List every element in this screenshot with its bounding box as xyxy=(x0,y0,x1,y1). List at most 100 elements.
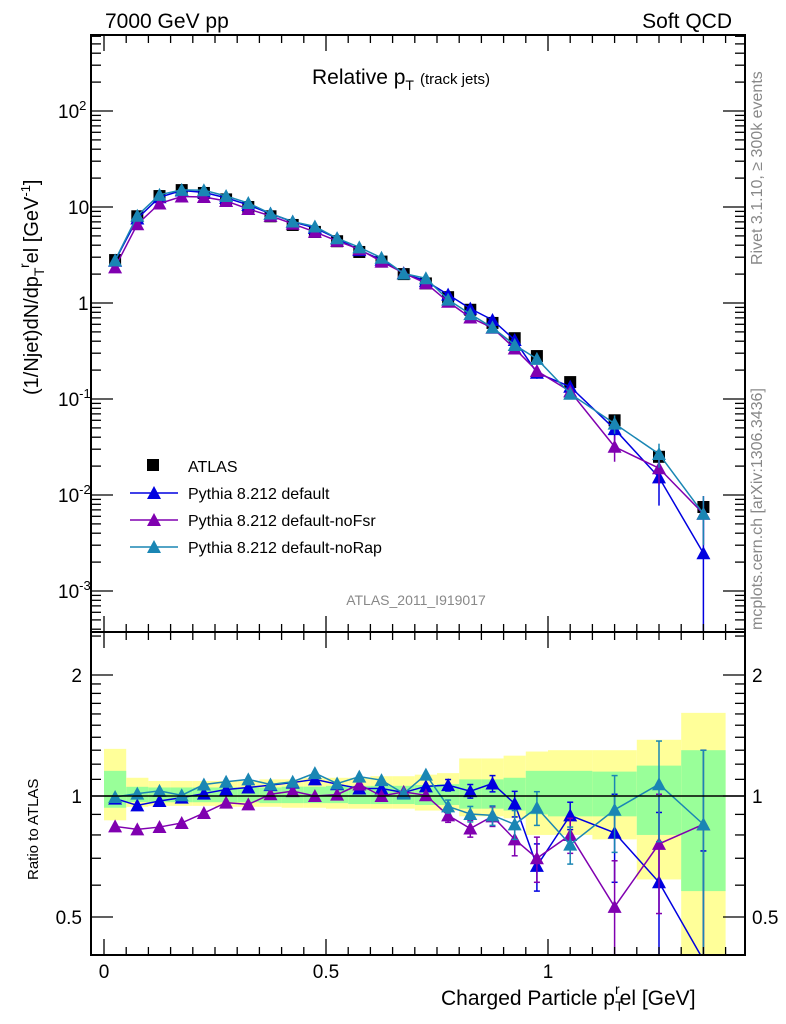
noFsr-point-ratio xyxy=(285,784,300,798)
noRap-point-upper xyxy=(529,351,544,365)
default-point-ratio xyxy=(374,781,389,795)
noRap-point-ratio xyxy=(152,783,167,797)
y-tick-label: 10-1 xyxy=(58,386,91,411)
noFsr-point-upper xyxy=(607,439,622,453)
uncertainty-band-inner xyxy=(104,770,127,808)
noFsr-point-upper xyxy=(152,196,167,210)
mcplots-label: mcplots.cern.ch [arXiv:1306.3436] xyxy=(749,388,766,630)
legend-atlas-label: ATLAS xyxy=(188,459,238,476)
noRap-point-upper xyxy=(152,187,167,201)
default-point-ratio xyxy=(130,798,145,812)
noRap-point-ratio xyxy=(563,837,578,851)
x-tick-label: 0.5 xyxy=(313,962,339,983)
rivet-label: Rivet 3.1.10, ≥ 300k events xyxy=(749,71,766,265)
legend-atlas-marker xyxy=(147,459,159,471)
default-point-ratio xyxy=(441,778,456,792)
noFsr-point-ratio xyxy=(607,899,622,913)
noRap-point-ratio xyxy=(652,777,666,791)
plot-title: Relative pT (track jets) xyxy=(312,66,490,93)
noFsr-point-ratio xyxy=(330,787,345,801)
noFsr-point-ratio xyxy=(352,777,367,791)
noFsr-point-ratio xyxy=(108,819,123,833)
noRap-point-upper xyxy=(352,240,367,254)
ratio-y-tick-label: 0.5 xyxy=(752,908,778,929)
header-left: 7000 GeV pp xyxy=(105,10,229,33)
noRap-point-upper xyxy=(130,208,145,222)
default-point-ratio xyxy=(241,780,256,794)
noRap-point-upper xyxy=(108,253,123,267)
ratio-y-label: Ratio to ATLAS xyxy=(25,779,42,880)
noRap-point-ratio xyxy=(307,766,322,780)
y-axis-label: (1/Njet)dN/dpTrel [GeV-1] xyxy=(16,180,47,395)
noRap-point-upper xyxy=(241,196,256,210)
noFsr-point-upper xyxy=(174,189,189,203)
legend-default-marker xyxy=(147,486,161,499)
noFsr-point-ratio xyxy=(196,806,211,820)
noRap-point-upper xyxy=(396,266,411,280)
ratio-y-tick-label: 0.5 xyxy=(56,908,82,929)
noRap-point-upper xyxy=(463,307,478,321)
noFsr-point-ratio xyxy=(418,788,433,802)
noRap-point-upper xyxy=(563,386,578,400)
noFsr-point-ratio xyxy=(441,808,456,822)
noRap-point-ratio xyxy=(196,777,211,791)
noRap-point-ratio xyxy=(696,817,711,831)
legend-norap-label: Pythia 8.212 default-noRap xyxy=(188,540,382,557)
noRap-point-ratio xyxy=(352,769,367,783)
noRap-point-ratio xyxy=(263,777,278,791)
noFsr-point-ratio xyxy=(241,797,256,811)
legend-norap: Pythia 8.212 default-noRap xyxy=(130,540,382,557)
noRap-point-ratio xyxy=(374,773,389,787)
noRap-point-upper xyxy=(418,271,433,285)
x-axis-label: Charged Particle pTrel [GeV] xyxy=(441,981,696,1014)
noRap-point-ratio xyxy=(463,807,478,821)
noFsr-point-ratio xyxy=(174,815,189,829)
noRap-point-ratio xyxy=(529,800,544,814)
noFsr-point-upper xyxy=(652,461,666,475)
legend-default-label: Pythia 8.212 default xyxy=(188,486,330,503)
analysis-watermark: ATLAS_2011_I919017 xyxy=(346,592,486,608)
noFsr-point-ratio xyxy=(219,795,234,809)
noRap-point-upper xyxy=(696,506,711,520)
default-point-ratio xyxy=(219,782,234,796)
y-tick-label: 10-3 xyxy=(58,578,91,603)
noRap-point-upper xyxy=(307,219,322,233)
legend-nofsr-label: Pythia 8.212 default-noFsr xyxy=(188,513,376,530)
default-point-ratio xyxy=(485,776,500,790)
noRap-point-ratio xyxy=(607,802,622,816)
noRap-point-upper xyxy=(330,231,345,245)
noRap-point-ratio xyxy=(285,774,300,788)
default-point-ratio xyxy=(563,808,578,822)
legend-default: Pythia 8.212 default xyxy=(130,486,330,503)
default-point-ratio xyxy=(463,784,478,798)
legend-norap-marker xyxy=(147,540,161,553)
ratio-y-tick-label: 1 xyxy=(752,787,763,808)
default-point-ratio xyxy=(152,793,167,807)
noRap-point-upper xyxy=(374,250,389,264)
ratio-y-tick-label: 1 xyxy=(71,787,82,808)
y-tick-label: 102 xyxy=(58,98,86,123)
noFsr-point-upper xyxy=(130,217,145,231)
noFsr-point-ratio xyxy=(263,787,278,801)
legend: ATLAS Pythia 8.212 default Pythia 8.212 … xyxy=(130,459,382,557)
default-point-ratio xyxy=(418,779,433,793)
default-point-ratio xyxy=(507,796,522,810)
noRap-point-upper xyxy=(652,446,666,460)
y-tick-label: 1 xyxy=(78,294,89,315)
noRap-point-upper xyxy=(485,320,500,334)
noFsr-point-upper xyxy=(196,190,211,204)
noFsr-point-upper xyxy=(108,260,123,274)
noRap-point-upper xyxy=(174,182,189,196)
x-tick-label: 0 xyxy=(99,962,110,983)
default-point-upper xyxy=(696,546,711,560)
header-right: Soft QCD xyxy=(642,10,732,33)
noRap-point-upper xyxy=(441,292,456,306)
noFsr-point-ratio xyxy=(529,851,544,865)
noRap-point-ratio xyxy=(241,772,256,786)
noRap-point-upper xyxy=(196,183,211,197)
noFsr-point-ratio xyxy=(652,836,666,850)
uncertainty-band-inner xyxy=(481,779,504,809)
y-tick-label: 10 xyxy=(68,198,89,219)
legend-nofsr: Pythia 8.212 default-noFsr xyxy=(130,513,376,530)
